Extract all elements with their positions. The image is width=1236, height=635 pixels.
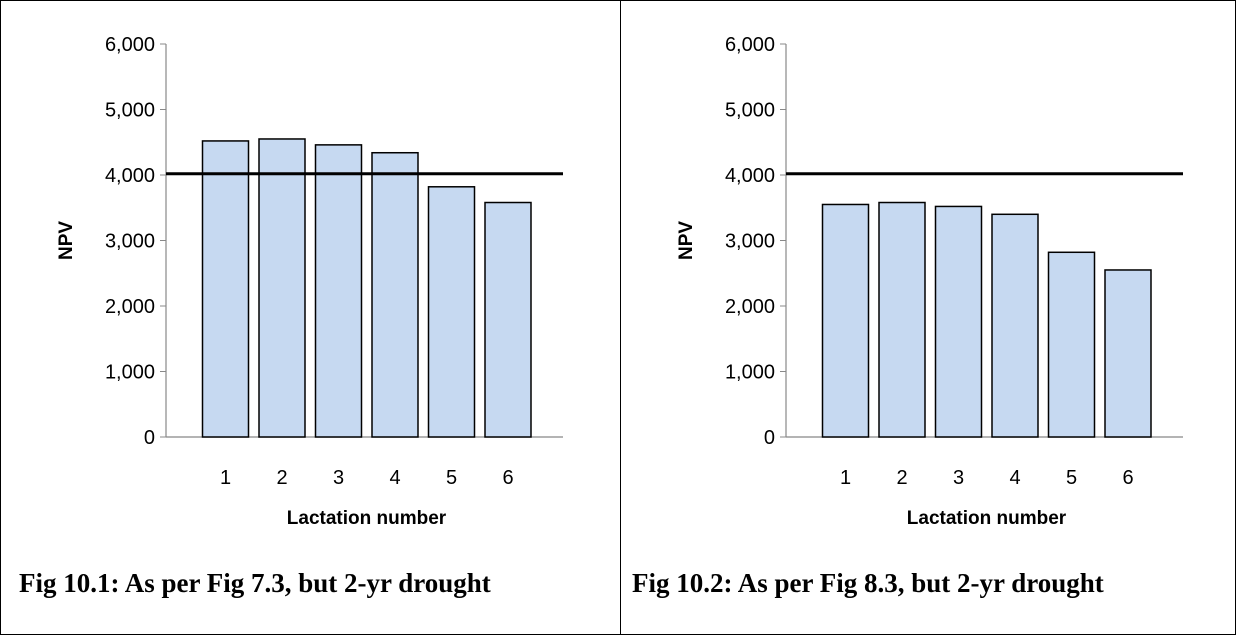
y-tick-label: 4,000	[725, 165, 775, 187]
x-tick-label: 2	[276, 467, 287, 489]
y-tick-label: 0	[144, 427, 155, 449]
x-tick-label: 5	[1066, 467, 1077, 489]
bar	[371, 151, 419, 438]
y-tick-label: 0	[764, 427, 775, 449]
x-axis-title: Lactation number	[907, 508, 1067, 529]
x-tick-label: 4	[1009, 467, 1020, 489]
panel-divider	[620, 0, 621, 635]
y-tick-label: 1,000	[725, 362, 775, 384]
bar	[934, 205, 983, 438]
x-tick-label: 6	[1122, 467, 1133, 489]
x-tick-label: 1	[840, 467, 851, 489]
y-tick-label: 4,000	[105, 165, 155, 187]
chart-panel-2: 0 1,000 2,000 3,000 4,000 5,000 6,000 1 2 3 4 5 6 Lac…	[621, 0, 1236, 635]
y-tick-label: 3,000	[105, 231, 155, 253]
x-tick-label: 1	[220, 467, 231, 489]
x-tick-label: 3	[953, 467, 964, 489]
y-tick-label: 1,000	[105, 362, 155, 384]
bar	[1104, 269, 1152, 438]
caption-2: Fig 10.2: As per Fig 8.3, but 2-yr droug…	[632, 568, 1104, 598]
y-tick-label: 5,000	[105, 100, 155, 122]
y-tick-label: 2,000	[105, 296, 155, 318]
y-axis-title: NPV	[56, 221, 77, 260]
bar	[878, 201, 926, 438]
y-tick-label: 6,000	[105, 34, 155, 56]
x-tick-label: 3	[333, 467, 344, 489]
bar	[484, 201, 532, 438]
chart-2: 0 1,000 2,000 3,000 4,000 5,000 6,000 1 2 3 4 5 6 Lac…	[676, 34, 1183, 529]
caption-1: Fig 10.1: As per Fig 7.3, but 2-yr droug…	[19, 568, 491, 598]
y-tick-label: 3,000	[725, 231, 775, 253]
x-tick-label: 2	[896, 467, 907, 489]
y-tick-label: 2,000	[725, 296, 775, 318]
x-tick-label: 5	[446, 467, 457, 489]
chart-panel-1: 0 1,000 2,000 3,000 4,000 5,000 6,000 1 2 3 4 5 6 Lac…	[1, 0, 619, 635]
y-axis-title: NPV	[676, 221, 697, 260]
bar	[821, 203, 870, 438]
bar	[991, 213, 1039, 438]
x-tick-label: 4	[389, 467, 400, 489]
bar	[314, 144, 363, 438]
bar	[427, 186, 476, 438]
y-tick-label: 5,000	[725, 100, 775, 122]
bar	[258, 138, 306, 438]
bar	[1047, 251, 1096, 438]
bar	[201, 140, 250, 438]
chart-1: 0 1,000 2,000 3,000 4,000 5,000 6,000 1 2 3 4 5 6 Lac…	[56, 34, 563, 529]
x-axis-title: Lactation number	[287, 508, 447, 529]
y-tick-label: 6,000	[725, 34, 775, 56]
x-tick-label: 6	[502, 467, 513, 489]
